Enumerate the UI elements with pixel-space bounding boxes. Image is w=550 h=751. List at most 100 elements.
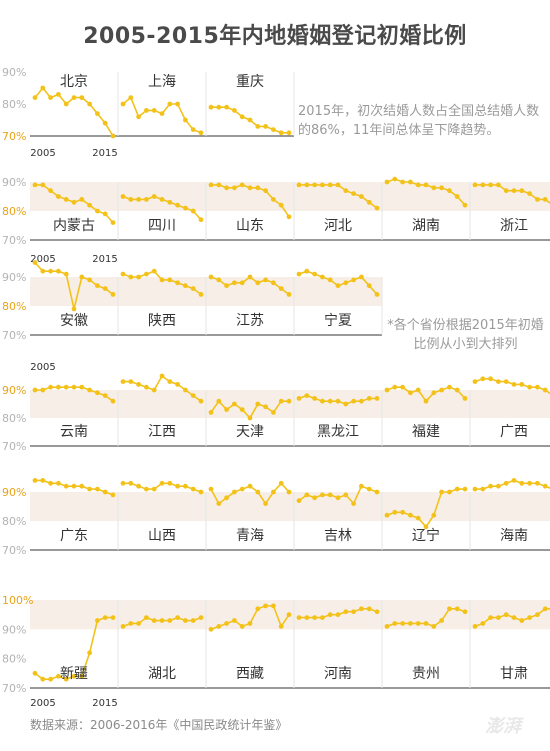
data-point: [511, 478, 517, 483]
series-label: 海南: [500, 528, 528, 544]
data-point: [71, 673, 77, 679]
data-point: [374, 396, 380, 401]
data-point: [224, 407, 230, 412]
data-point: [190, 208, 196, 214]
data-point: [320, 182, 325, 188]
data-point: [40, 387, 46, 393]
data-point: [56, 92, 61, 97]
data-point: [286, 489, 292, 495]
data-point: [392, 176, 398, 182]
data-point: [496, 615, 501, 620]
data-point: [271, 410, 276, 415]
data-point: [351, 398, 356, 404]
data-point: [216, 182, 222, 188]
data-point: [527, 384, 532, 390]
data-point: [183, 483, 188, 489]
data-point: [447, 606, 452, 612]
data-point: [359, 194, 364, 199]
data-point: [496, 182, 501, 188]
data-point: [454, 387, 460, 393]
data-point: [366, 396, 372, 401]
data-point: [503, 379, 509, 384]
data-point: [423, 524, 429, 530]
data-point: [79, 384, 85, 390]
data-point: [480, 621, 486, 626]
data-point: [175, 382, 181, 387]
data-point: [63, 483, 69, 489]
series-label: 福建: [412, 424, 440, 440]
data-point: [542, 606, 548, 612]
data-point: [278, 624, 284, 629]
data-point: [87, 101, 92, 107]
data-point: [110, 220, 116, 226]
data-point: [374, 489, 380, 495]
data-point: [167, 480, 173, 486]
data-point: [198, 398, 204, 404]
data-point: [327, 398, 333, 404]
data-point: [216, 104, 222, 110]
data-point: [95, 283, 100, 289]
data-point: [359, 483, 364, 489]
data-point: [343, 280, 349, 286]
data-point: [48, 268, 53, 274]
data-point: [136, 197, 142, 202]
data-point: [102, 489, 108, 495]
data-point: [327, 182, 333, 188]
data-point: [462, 486, 468, 492]
data-point: [167, 618, 173, 623]
y-tick-label: 90%: [2, 66, 26, 79]
data-point: [79, 95, 85, 100]
data-point: [472, 486, 478, 492]
data-point: [488, 483, 493, 489]
data-point: [366, 486, 372, 492]
data-point: [320, 615, 325, 620]
series-label: 宁夏: [324, 312, 352, 329]
data-point: [335, 612, 341, 618]
series-label: 广西: [500, 424, 528, 440]
data-point: [198, 292, 204, 297]
data-point: [255, 185, 261, 191]
data-point: [278, 202, 284, 208]
data-point: [48, 188, 53, 194]
data-point: [40, 676, 46, 682]
data-point: [32, 387, 38, 393]
data-point: [224, 104, 230, 110]
data-point: [239, 182, 245, 188]
series-label: 广东: [60, 528, 88, 544]
data-point: [216, 624, 222, 629]
data-point: [431, 185, 437, 191]
data-point: [198, 217, 204, 223]
data-point: [208, 274, 214, 280]
data-point: [431, 624, 437, 629]
data-point: [278, 480, 284, 486]
data-point: [278, 130, 284, 136]
data-point: [335, 283, 341, 289]
page-title: 2005-2015年内地婚姻登记初婚比例: [83, 24, 467, 49]
x-tick-label: 2015: [92, 148, 117, 159]
data-point: [56, 673, 61, 679]
series-label: 贵州: [412, 666, 440, 682]
data-point: [255, 280, 261, 286]
data-point: [63, 676, 69, 682]
data-point: [488, 376, 493, 382]
data-point: [374, 292, 380, 297]
series-label: 安徽: [60, 313, 88, 329]
data-point: [136, 114, 142, 120]
data-point: [511, 188, 517, 194]
data-point: [110, 133, 116, 139]
data-point: [239, 624, 245, 629]
data-point: [447, 489, 452, 495]
data-point: [247, 621, 253, 626]
data-point: [247, 185, 253, 191]
data-point: [48, 95, 53, 100]
data-point: [312, 396, 317, 401]
data-point: [40, 268, 46, 274]
data-point: [144, 486, 149, 492]
data-point: [190, 393, 196, 398]
data-point: [296, 271, 302, 277]
data-point: [183, 283, 188, 289]
data-point: [415, 621, 421, 626]
data-point: [120, 624, 126, 629]
data-point: [208, 410, 214, 415]
data-point: [136, 382, 142, 387]
